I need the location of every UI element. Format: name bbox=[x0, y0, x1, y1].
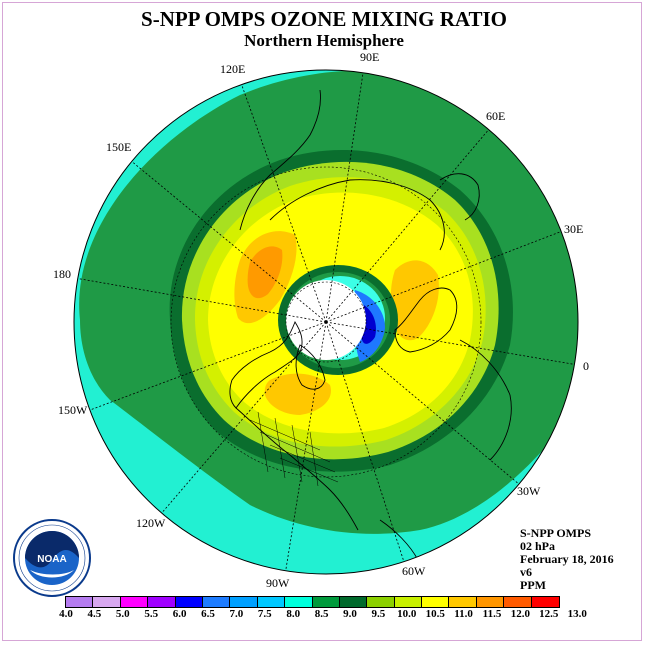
color-bar-swatch bbox=[93, 597, 121, 607]
info-level: 02 hPa bbox=[520, 539, 556, 553]
map-title: S-NPP OMPS OZONE MIXING RATIO bbox=[141, 7, 507, 31]
north-america-south bbox=[235, 407, 359, 531]
lon-label-90e: 90E bbox=[360, 50, 379, 64]
color-bar-swatch bbox=[449, 597, 477, 607]
band-11-5-west bbox=[247, 246, 283, 299]
color-bar-tick-label: 9.5 bbox=[371, 608, 386, 620]
color-bar-swatch bbox=[148, 597, 176, 607]
color-bar-tick-label: 8.0 bbox=[286, 608, 301, 620]
color-bar-tick-label: 13.0 bbox=[567, 608, 587, 620]
band-11-0-south bbox=[264, 373, 331, 415]
color-bar-tick-label: 7.5 bbox=[257, 608, 272, 620]
color-bar-swatch bbox=[339, 597, 368, 607]
ozone-field bbox=[74, 70, 578, 574]
lon-label-60e: 60E bbox=[486, 109, 505, 123]
color-bar-swatch bbox=[504, 597, 532, 607]
color-bar-swatch bbox=[66, 597, 94, 607]
lon-label-0: 0 bbox=[583, 359, 589, 373]
info-instrument: S-NPP OMPS bbox=[520, 526, 591, 540]
color-bar-swatch bbox=[230, 597, 258, 607]
color-bar-tick-label: 11.0 bbox=[454, 608, 473, 620]
africa-outline bbox=[459, 339, 512, 461]
india-outline bbox=[439, 173, 480, 221]
asia-east-outline bbox=[239, 89, 321, 231]
color-bar-tick-label: 5.0 bbox=[115, 608, 130, 620]
color-bar-swatch bbox=[367, 597, 395, 607]
lon-label-30e: 30E bbox=[564, 222, 583, 236]
color-bar-tick-label: 7.0 bbox=[229, 608, 244, 620]
lon-label-150e: 150E bbox=[106, 140, 131, 154]
color-bar bbox=[65, 596, 561, 608]
europe-outline bbox=[394, 287, 458, 353]
noaa-logo-text: NOAA bbox=[37, 554, 66, 565]
asia-outline bbox=[269, 179, 445, 251]
band-11-0-east bbox=[390, 260, 439, 341]
meridians bbox=[74, 72, 578, 574]
lon-label-60w: 60W bbox=[402, 564, 426, 578]
color-bar-tick-label: 4.5 bbox=[87, 608, 102, 620]
color-bar-tick-label: 12.0 bbox=[510, 608, 531, 620]
info-block: S-NPP OMPS 02 hPa February 18, 2016 v6 P… bbox=[520, 527, 614, 592]
color-bar-swatch bbox=[422, 597, 450, 607]
color-bar-swatch bbox=[531, 597, 560, 607]
info-version: v6 bbox=[520, 565, 532, 579]
south-america-outline bbox=[379, 519, 419, 561]
color-bar-ticks: 4.0 4.5 5.0 5.5 6.0 6.5 7.0 7.5 8.0 8.5 9.0 9.5 10.0… bbox=[0, 608, 648, 622]
image-frame bbox=[2, 2, 642, 641]
lon-label-120e: 120E bbox=[220, 62, 245, 76]
color-bar-tick-label: 4.0 bbox=[59, 608, 73, 620]
color-bar-swatch bbox=[120, 597, 149, 607]
color-bar-swatch bbox=[257, 597, 286, 607]
color-bar-tick-label: 6.5 bbox=[201, 608, 215, 620]
color-bar-tick-label: 9.0 bbox=[343, 608, 357, 620]
globe-border bbox=[73, 69, 579, 575]
color-bar-tick-label: 10.0 bbox=[397, 608, 417, 620]
color-bar-tick-label: 11.5 bbox=[482, 608, 502, 620]
color-bar-swatch bbox=[175, 597, 203, 607]
color-bar-tick-label: 10.5 bbox=[425, 608, 445, 620]
north-america-outline bbox=[229, 320, 303, 409]
greenland-outline bbox=[295, 344, 326, 390]
lon-label-30w: 30W bbox=[517, 484, 541, 498]
color-bar-tick-label: 5.5 bbox=[144, 608, 159, 620]
color-bar-swatch bbox=[476, 597, 505, 607]
latitude-circles bbox=[170, 166, 482, 478]
map-subtitle: Northern Hemisphere bbox=[244, 31, 404, 50]
info-date: February 18, 2016 bbox=[520, 552, 614, 566]
color-bar-tick-label: 8.5 bbox=[314, 608, 329, 620]
color-bar-swatch bbox=[394, 597, 423, 607]
color-bar-swatch bbox=[312, 597, 340, 607]
lon-label-180: 180 bbox=[53, 267, 71, 281]
color-bar-swatch bbox=[285, 597, 313, 607]
coastlines bbox=[229, 89, 512, 561]
color-bar-tick-label: 12.5 bbox=[539, 608, 559, 620]
lon-label-150w: 150W bbox=[58, 403, 88, 417]
noaa-logo: NOAA bbox=[13, 519, 91, 597]
us-states bbox=[249, 411, 339, 487]
lon-label-90w: 90W bbox=[266, 576, 290, 590]
color-bar-swatch bbox=[202, 597, 231, 607]
lon-label-120w: 120W bbox=[136, 516, 166, 530]
color-bar-tick-label: 6.0 bbox=[172, 608, 187, 620]
info-units: PPM bbox=[520, 578, 546, 592]
